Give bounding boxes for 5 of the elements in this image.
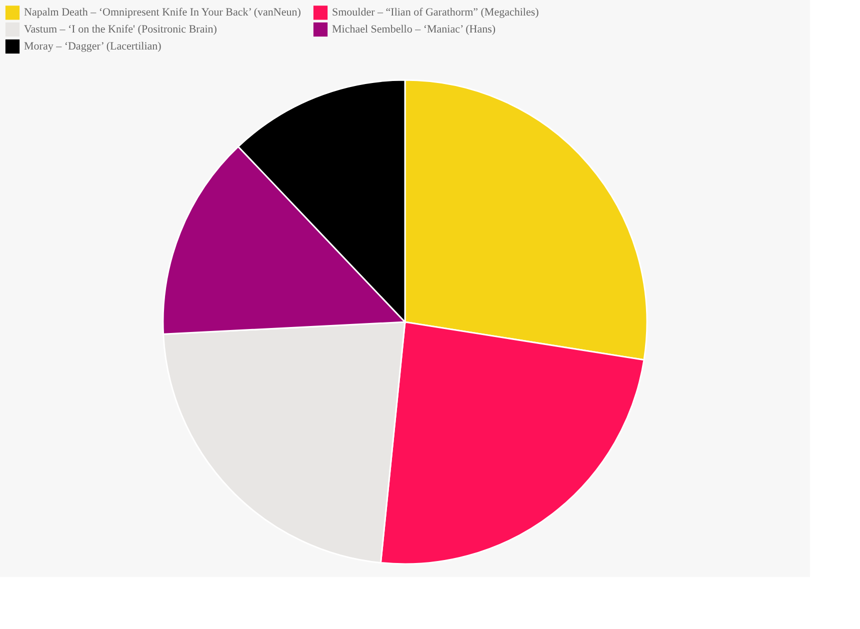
legend-label: Smoulder – “Ilian of Garathorm” (Megachiles) <box>332 6 540 19</box>
legend-label: Vastum – ‘I on the Knife' (Positronic Brain) <box>24 24 218 36</box>
legend-label: Michael Sembello – ‘Maniac’ (Hans) <box>332 24 496 36</box>
legend-label: Napalm Death – ‘Omnipresent Knife In Your Back’ (vanNeun) <box>24 6 302 19</box>
legend-label: Moray – ‘Dagger’ (Lacertilian) <box>24 40 162 52</box>
